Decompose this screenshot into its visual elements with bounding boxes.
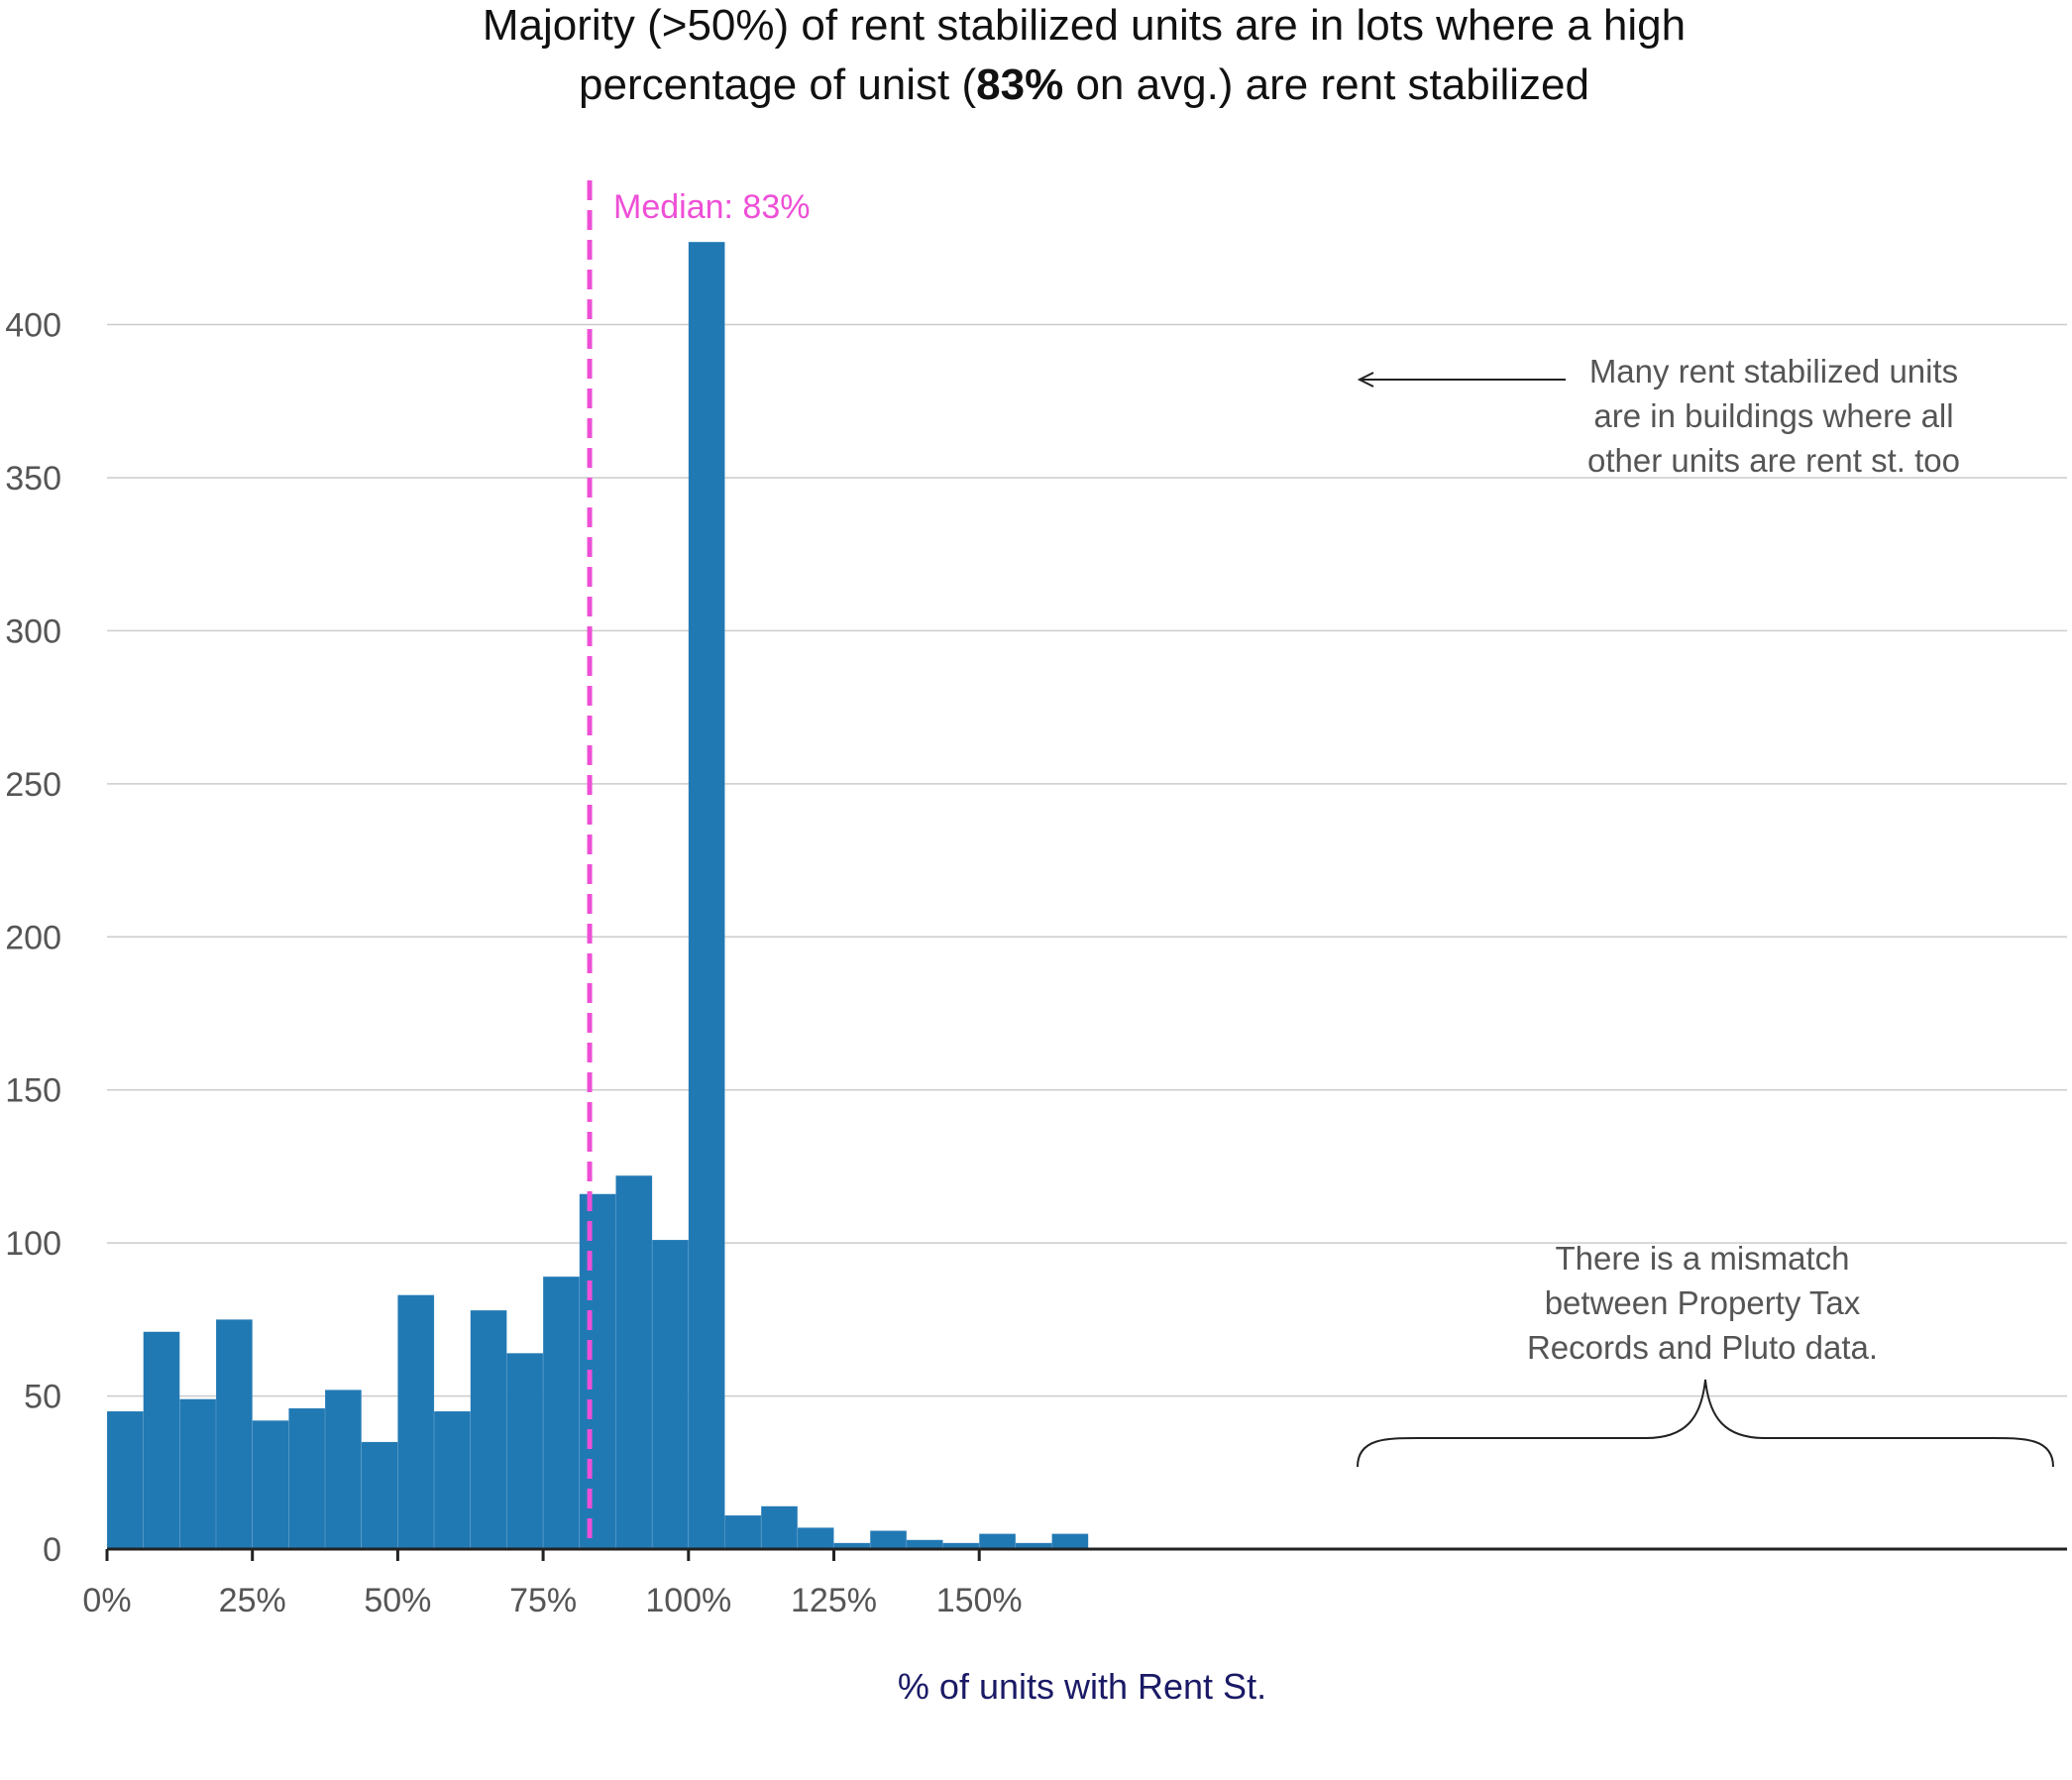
mismatch-annotation-line: between Property Tax — [1545, 1284, 1861, 1321]
spike-annotation-line: are in buildings where all — [1593, 397, 1953, 434]
histogram-bar — [252, 1419, 289, 1550]
title-line2-start: percentage of unist ( — [579, 60, 976, 109]
title-highlight-value: 83% — [976, 60, 1063, 109]
histogram-bars — [106, 241, 1089, 1550]
median-marker: Median: 83% — [587, 180, 811, 1549]
y-tick-label: 350 — [5, 460, 61, 498]
histogram-bar — [397, 1294, 435, 1550]
histogram-bar — [542, 1276, 581, 1550]
title-line2-end: on avg.) are rent stabilized — [1063, 60, 1589, 109]
histogram-bar — [797, 1527, 834, 1550]
histogram-bar — [215, 1319, 253, 1550]
x-tick-label: 100% — [645, 1582, 731, 1619]
histogram-bar — [978, 1533, 1017, 1550]
y-tick-label: 50 — [24, 1379, 61, 1416]
x-tick-label: 25% — [219, 1582, 286, 1619]
spike-annotation-line: other units are rent st. too — [1587, 442, 1960, 479]
x-tick-label: 0% — [82, 1582, 131, 1619]
y-tick-label: 300 — [5, 612, 61, 650]
chart-title-line1: Majority (>50%) of rent stabilized units… — [483, 1, 1686, 50]
histogram-bar — [869, 1530, 908, 1550]
y-tick-label: 0 — [43, 1531, 61, 1569]
histogram-bar — [361, 1441, 398, 1550]
x-tick-label: 75% — [509, 1582, 577, 1619]
y-tick-label: 400 — [5, 307, 61, 345]
median-label: Median: 83% — [613, 188, 810, 226]
y-tick-label: 250 — [5, 766, 61, 804]
histogram-bar — [324, 1390, 363, 1550]
x-tick-label: 50% — [364, 1582, 431, 1619]
y-tick-label: 200 — [5, 919, 61, 956]
gridlines — [107, 323, 2067, 1397]
spike-annotation-line: Many rent stabilized units — [1589, 353, 1958, 389]
mismatch-annotation-line: Records and Pluto data. — [1527, 1329, 1878, 1366]
histogram-bar — [1051, 1533, 1089, 1550]
histogram-bar — [288, 1407, 326, 1550]
histogram-bar — [651, 1239, 690, 1550]
histogram-bar — [760, 1505, 799, 1550]
histogram-bar — [143, 1331, 180, 1550]
chart-title-line2: percentage of unist (83% on avg.) are re… — [579, 60, 1589, 109]
mismatch-annotation-line: There is a mismatch — [1555, 1240, 1849, 1277]
histogram-bar — [470, 1309, 507, 1550]
histogram-bar — [615, 1174, 653, 1550]
x-tick-label: 150% — [936, 1582, 1023, 1619]
histogram-bar — [579, 1193, 616, 1550]
histogram-bar — [433, 1410, 472, 1550]
histogram-bar — [724, 1514, 762, 1550]
x-axis-label: % of units with Rent St. — [898, 1666, 1266, 1707]
x-tick-label: 125% — [791, 1582, 877, 1619]
histogram-bar — [179, 1398, 217, 1550]
histogram-bar — [688, 241, 725, 1550]
axes: 0 50 100 150 200 250 300 350 400 0% 25% 50% 75% 100% 1… — [5, 307, 2067, 1619]
y-tick-label: 100 — [5, 1225, 61, 1263]
annotations: Many rent stabilized units are in buildin… — [1357, 353, 2054, 1468]
y-tick-label: 150 — [5, 1072, 61, 1110]
annotation-arrow-head — [1357, 372, 1374, 388]
histogram-bar — [106, 1410, 144, 1550]
mismatch-brace — [1357, 1379, 2054, 1468]
histogram-bar — [506, 1353, 544, 1550]
